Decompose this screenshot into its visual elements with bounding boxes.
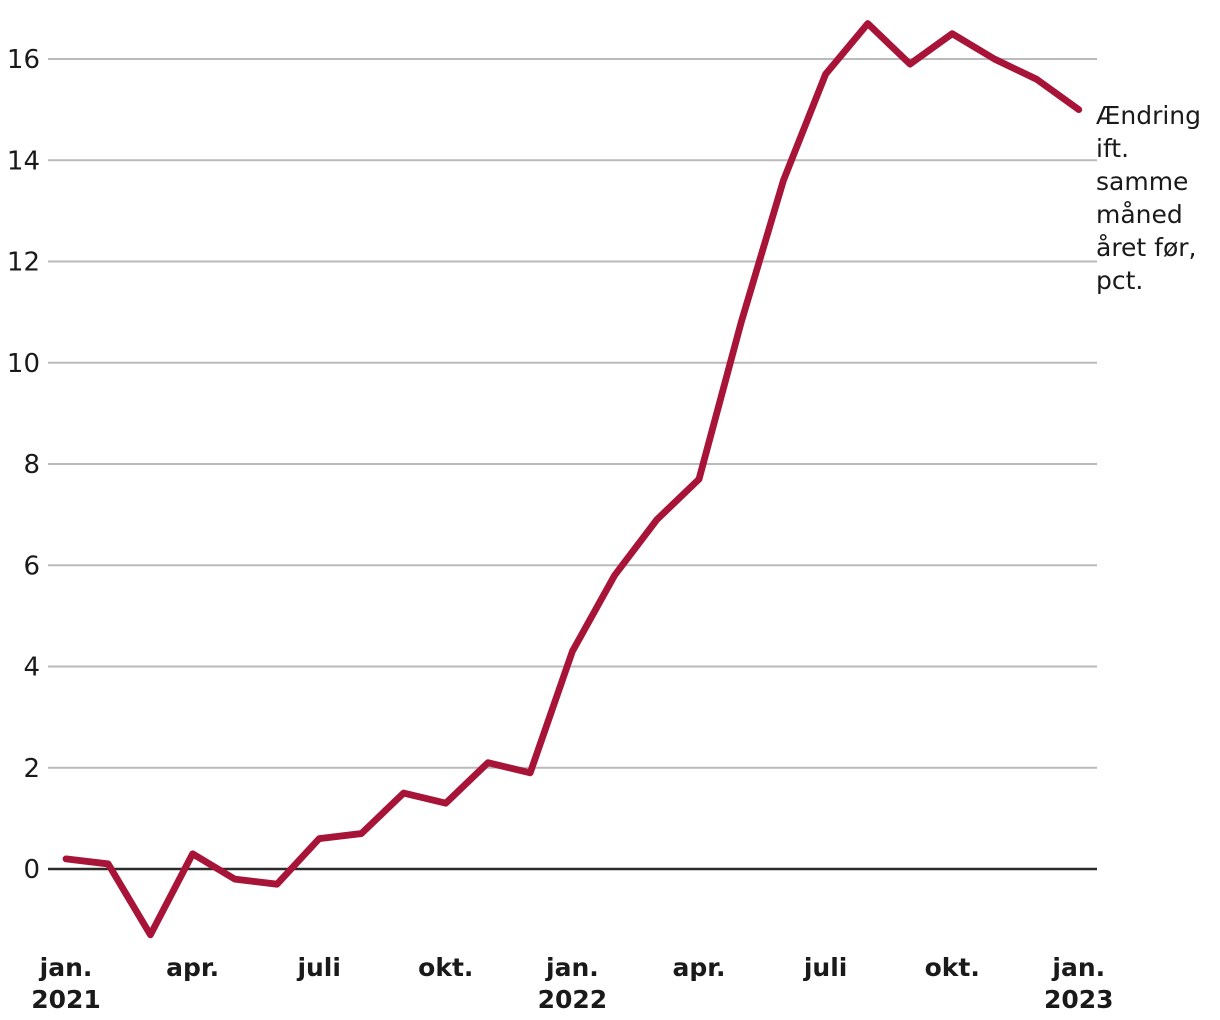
x-tick-label: juli [296, 953, 341, 982]
x-tick-year-label: 2022 [538, 985, 608, 1014]
x-tick-label: apr. [166, 953, 219, 982]
y-tick-label: 14 [7, 146, 40, 176]
y-tick-label: 6 [23, 551, 40, 581]
x-tick-label: okt. [925, 953, 980, 982]
x-tick-label: apr. [672, 953, 725, 982]
y-tick-label: 8 [23, 450, 40, 480]
x-tick-label: jan. [545, 953, 599, 982]
y-tick-label: 10 [7, 349, 40, 379]
x-tick-year-label: 2021 [31, 985, 101, 1014]
x-tick-label: jan. [1051, 953, 1105, 982]
y-tick-label: 2 [23, 754, 40, 784]
series-annotation: Ændring ift. samme måned året før, pct. [1096, 101, 1202, 295]
x-tick-year-label: 2023 [1044, 985, 1114, 1014]
x-tick-label: jan. [39, 953, 93, 982]
y-tick-label: 16 [7, 45, 40, 75]
y-tick-label: 4 [23, 653, 40, 683]
data-series-line [62, 20, 1083, 939]
x-tick-label: juli [803, 953, 848, 982]
x-tick-label: okt. [418, 953, 473, 982]
y-tick-label: 0 [23, 855, 40, 885]
y-tick-label: 12 [7, 248, 40, 278]
